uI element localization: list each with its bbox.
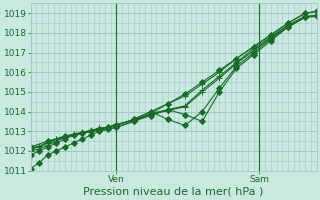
X-axis label: Pression niveau de la mer( hPa ): Pression niveau de la mer( hPa ) [84,187,264,197]
